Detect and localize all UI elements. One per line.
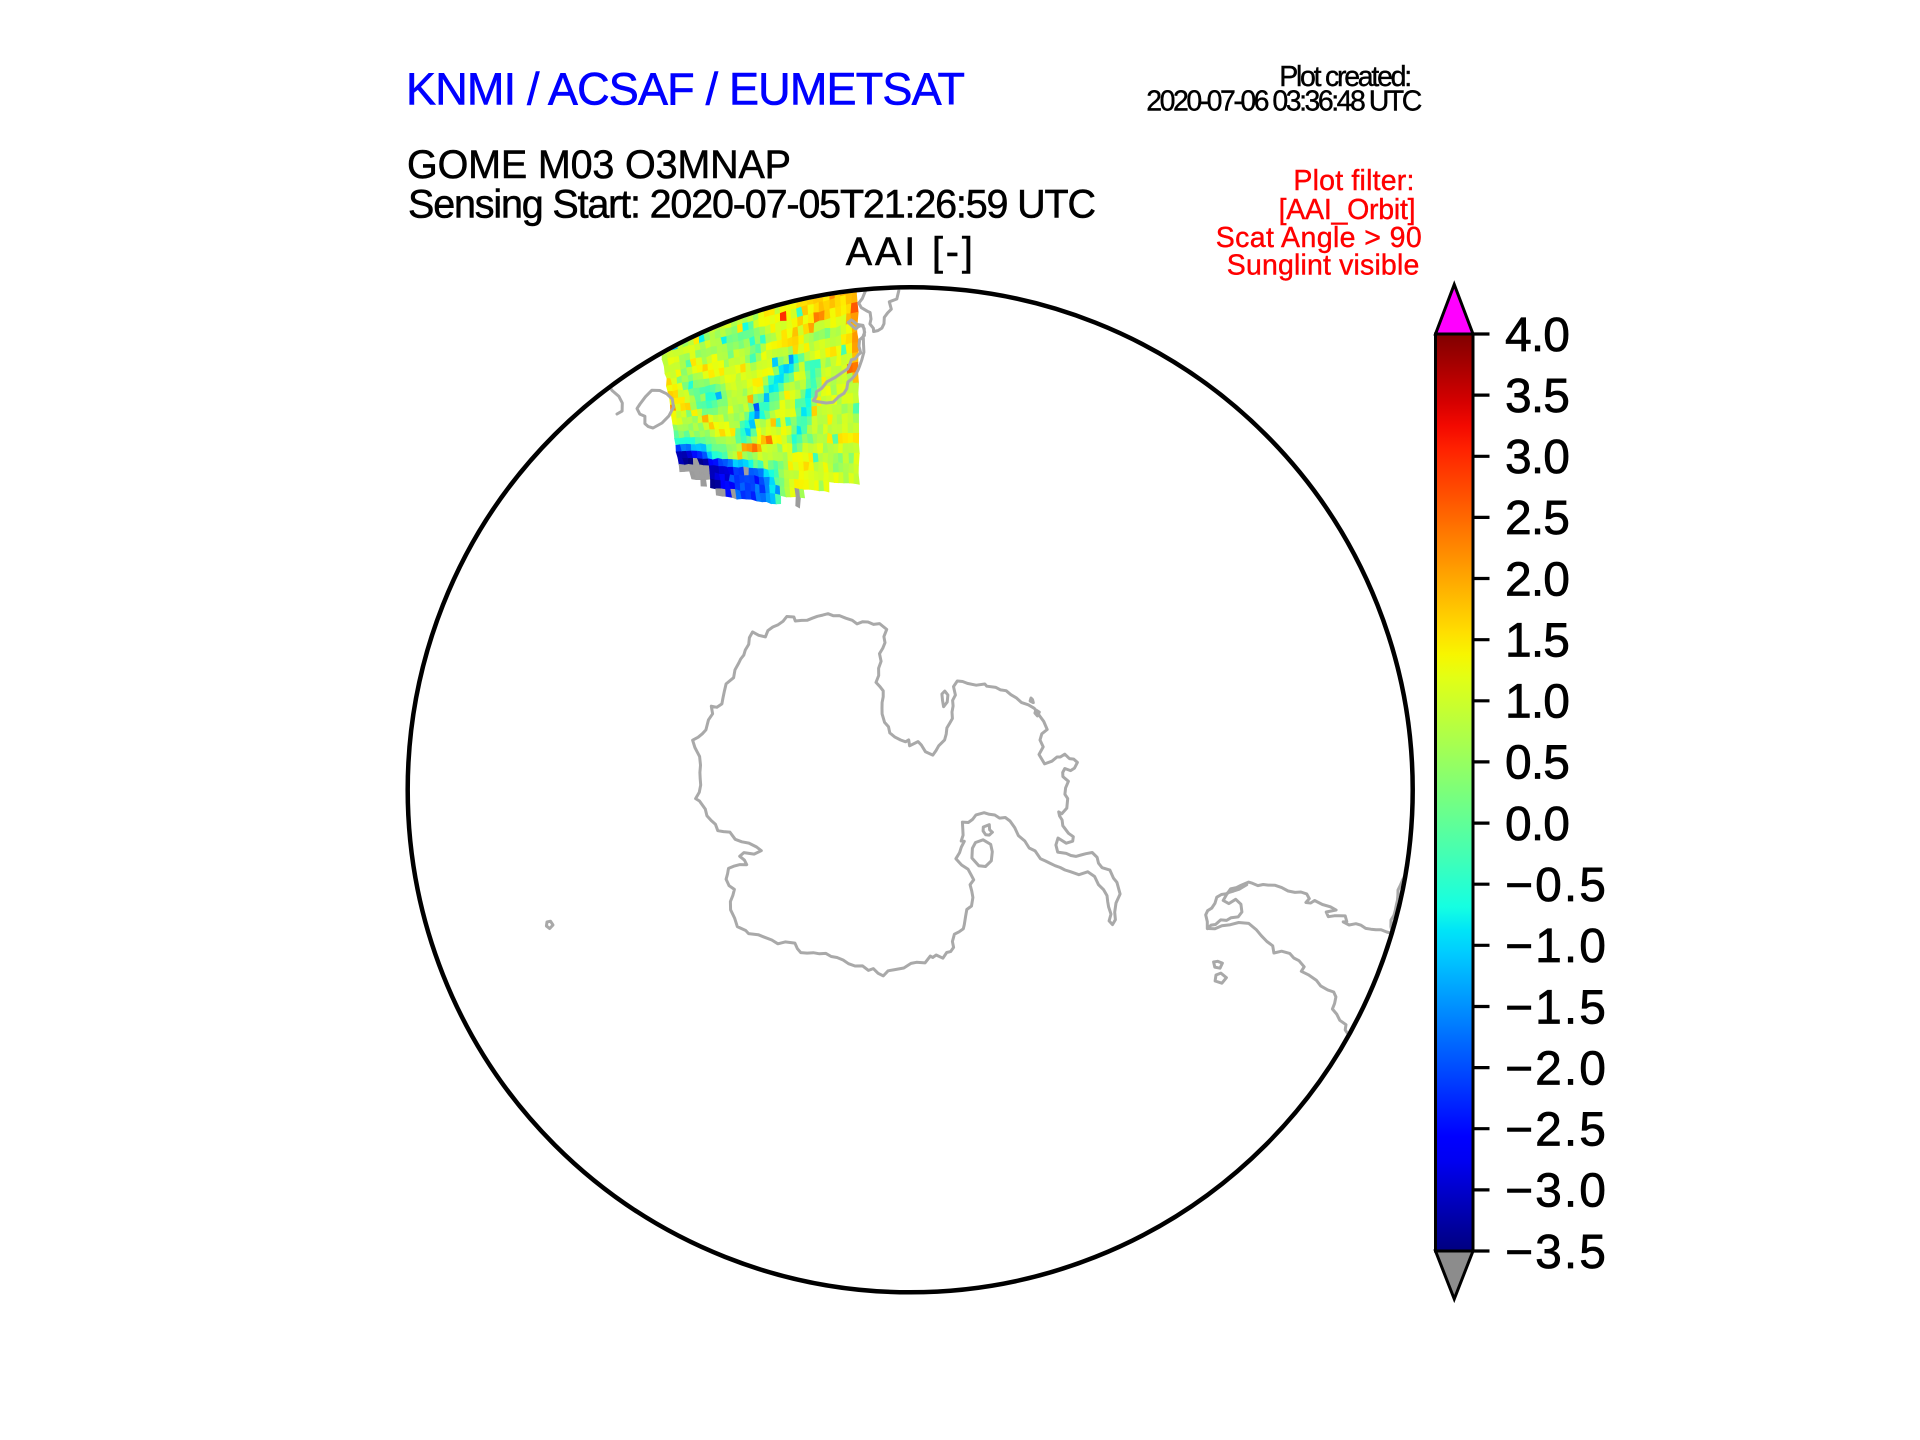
svg-text:[AAI_Orbit]: [AAI_Orbit] xyxy=(1279,194,1416,226)
svg-text:AAI [-]: AAI [-] xyxy=(846,230,973,274)
svg-text:Scat Angle > 90: Scat Angle > 90 xyxy=(1216,222,1422,254)
svg-text:Plot filter:: Plot filter: xyxy=(1293,165,1414,197)
svg-text:KNMI / ACSAF / EUMETSAT: KNMI / ACSAF / EUMETSAT xyxy=(406,64,965,115)
svg-text:Sensing Start: 2020-07-05T21:2: Sensing Start: 2020-07-05T21:26:59 UTC xyxy=(408,183,1096,227)
svg-text:2.5: 2.5 xyxy=(1505,492,1570,545)
svg-text:3.5: 3.5 xyxy=(1505,370,1570,423)
svg-text:4.0: 4.0 xyxy=(1505,309,1570,362)
svg-text:−2.5: −2.5 xyxy=(1505,1104,1606,1157)
svg-text:−3.5: −3.5 xyxy=(1505,1226,1606,1279)
svg-text:−2.0: −2.0 xyxy=(1505,1042,1606,1095)
svg-text:−1.0: −1.0 xyxy=(1505,920,1606,973)
svg-text:2.0: 2.0 xyxy=(1505,553,1570,606)
svg-text:0.5: 0.5 xyxy=(1505,737,1570,790)
svg-text:−3.0: −3.0 xyxy=(1505,1165,1606,1218)
svg-text:1.5: 1.5 xyxy=(1505,615,1570,668)
svg-text:−0.5: −0.5 xyxy=(1505,859,1606,912)
svg-text:2020-07-06 03:36:48 UTC: 2020-07-06 03:36:48 UTC xyxy=(1146,85,1422,117)
svg-text:3.0: 3.0 xyxy=(1505,431,1570,484)
svg-text:GOME M03 O3MNAP: GOME M03 O3MNAP xyxy=(407,143,791,187)
svg-text:1.0: 1.0 xyxy=(1505,676,1570,729)
svg-text:Plot created:: Plot created: xyxy=(1279,61,1412,93)
svg-text:−1.5: −1.5 xyxy=(1505,981,1606,1034)
svg-text:Sunglint visible: Sunglint visible xyxy=(1227,249,1420,281)
svg-text:0.0: 0.0 xyxy=(1505,798,1570,851)
